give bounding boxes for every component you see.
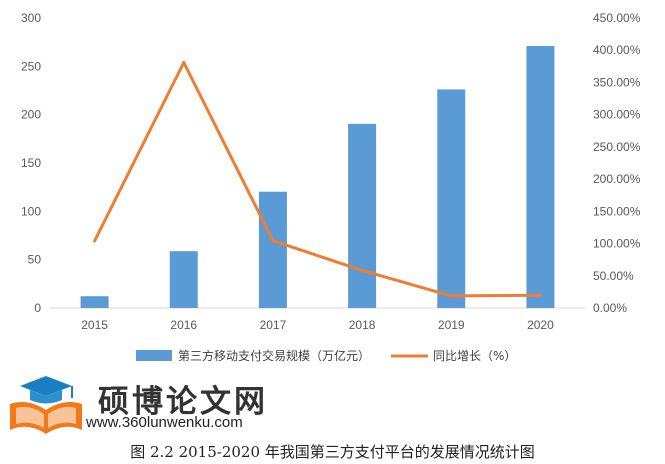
left-tick-label: 250 xyxy=(21,59,41,73)
right-tick-label: 350.00% xyxy=(593,75,641,89)
right-tick-label: 450.00% xyxy=(593,11,641,25)
x-tick-label: 2019 xyxy=(438,318,465,332)
watermark: 硕博论文网 www.360lunwenku.com xyxy=(6,374,306,438)
bar-2017 xyxy=(258,191,287,308)
left-tick-label: 100 xyxy=(21,204,41,218)
growth-point-2019 xyxy=(449,294,453,298)
x-axis: 2015 2016 2017 2018 2019 2020 xyxy=(81,318,554,332)
legend: 第三方移动支付交易规模（万亿元） 同比增长（%） xyxy=(136,348,516,363)
right-tick-label: 100.00% xyxy=(593,237,641,251)
watermark-url: www.360lunwenku.com xyxy=(86,414,243,431)
left-tick-label: 200 xyxy=(21,108,41,122)
growth-point-2020 xyxy=(538,293,542,297)
x-tick-label: 2016 xyxy=(170,318,197,332)
right-tick-label: 400.00% xyxy=(593,43,641,57)
growth-line xyxy=(93,61,541,298)
x-tick-label: 2017 xyxy=(260,318,287,332)
watermark-title: 硕博论文网 xyxy=(98,384,268,420)
graduation-cap-logo-icon xyxy=(10,376,82,434)
figure-caption: 图 2.2 2015-2020 年我国第三方支付平台的发展情况统计图 xyxy=(130,443,535,461)
right-tick-label: 150.00% xyxy=(593,204,641,218)
growth-point-2016 xyxy=(182,60,186,64)
left-axis: 0 50 100 150 200 250 300 xyxy=(21,11,41,315)
growth-point-2015 xyxy=(93,239,97,243)
right-tick-label: 50.00% xyxy=(593,269,634,283)
plot-area xyxy=(50,46,585,309)
legend-label-bar: 第三方移动支付交易规模（万亿元） xyxy=(178,348,370,363)
left-tick-label: 300 xyxy=(21,11,41,25)
left-tick-label: 50 xyxy=(28,253,42,267)
bar-2015 xyxy=(80,296,109,308)
growth-point-2017 xyxy=(271,239,275,243)
bar-2019 xyxy=(437,89,466,308)
right-tick-label: 0.00% xyxy=(593,301,627,315)
left-tick-label: 150 xyxy=(21,156,41,170)
right-tick-label: 200.00% xyxy=(593,172,641,186)
x-tick-label: 2015 xyxy=(81,318,108,332)
bar-2018 xyxy=(348,123,377,308)
bar-2016 xyxy=(169,251,198,308)
combo-chart: 0 50 100 150 200 250 300 0.00% 50.00% 100.00% 150… xyxy=(21,11,641,363)
right-axis: 0.00% 50.00% 100.00% 150.00% 200.00% 250.00% 3… xyxy=(593,11,641,315)
legend-swatch-bar xyxy=(136,350,172,361)
right-tick-label: 300.00% xyxy=(593,108,641,122)
x-tick-label: 2018 xyxy=(349,318,376,332)
legend-label-line: 同比增长（%） xyxy=(433,349,516,363)
x-tick-label: 2020 xyxy=(527,318,554,332)
growth-point-2018 xyxy=(360,268,364,272)
right-tick-label: 250.00% xyxy=(593,140,641,154)
left-tick-label: 0 xyxy=(34,301,41,315)
bar-2020 xyxy=(526,46,555,309)
